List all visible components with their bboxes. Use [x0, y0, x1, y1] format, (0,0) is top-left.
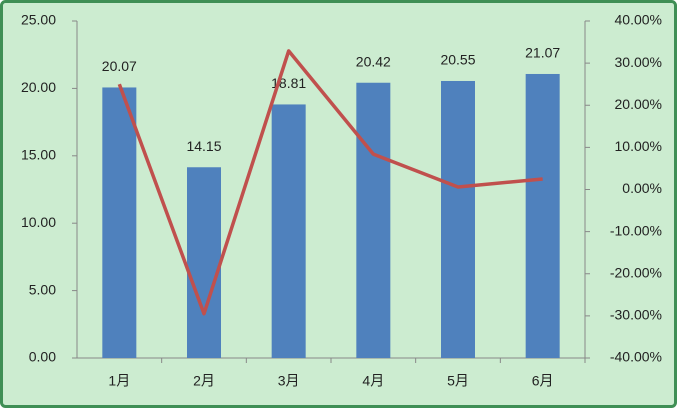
y2-tick-label: 20.00%	[615, 96, 662, 112]
x-tick-label: 3月	[278, 373, 300, 389]
y-tick-label: 5.00	[29, 281, 56, 297]
x-tick-label: 6月	[532, 373, 554, 389]
data-label: 14.15	[186, 138, 221, 154]
y-tick-label: 10.00	[21, 214, 56, 230]
y-tick-label: 0.00	[29, 349, 56, 365]
line	[117, 49, 543, 316]
x-tick-label: 1月	[108, 373, 130, 389]
x-tick-label: 5月	[447, 373, 469, 389]
y2-tick-label: -20.00%	[610, 264, 662, 280]
x-tick-label: 2月	[193, 373, 215, 389]
data-label: 20.07	[102, 58, 137, 74]
y-tick-label: 15.00	[21, 147, 56, 163]
y-tick-label: 25.00	[21, 12, 56, 28]
data-label: 21.07	[525, 45, 560, 61]
y2-tick-label: 10.00%	[615, 138, 662, 154]
y2-tick-label: 40.00%	[615, 12, 662, 28]
bar	[187, 167, 221, 358]
bar	[356, 82, 391, 358]
y2-tick-label: -30.00%	[610, 307, 662, 323]
bar	[102, 87, 137, 359]
data-label: 20.55	[440, 52, 475, 68]
y2-tick-label: 0.00%	[622, 180, 662, 196]
y2-tick-label: -40.00%	[610, 349, 662, 365]
y-tick-label: 20.00	[21, 79, 56, 95]
data-label: 20.42	[356, 53, 391, 69]
bar	[441, 80, 475, 359]
y2-tick-label: 30.00%	[615, 54, 662, 70]
bar	[271, 104, 306, 359]
bar	[525, 73, 560, 358]
x-tick-label: 4月	[362, 373, 384, 389]
y2-tick-label: -10.00%	[610, 222, 662, 238]
